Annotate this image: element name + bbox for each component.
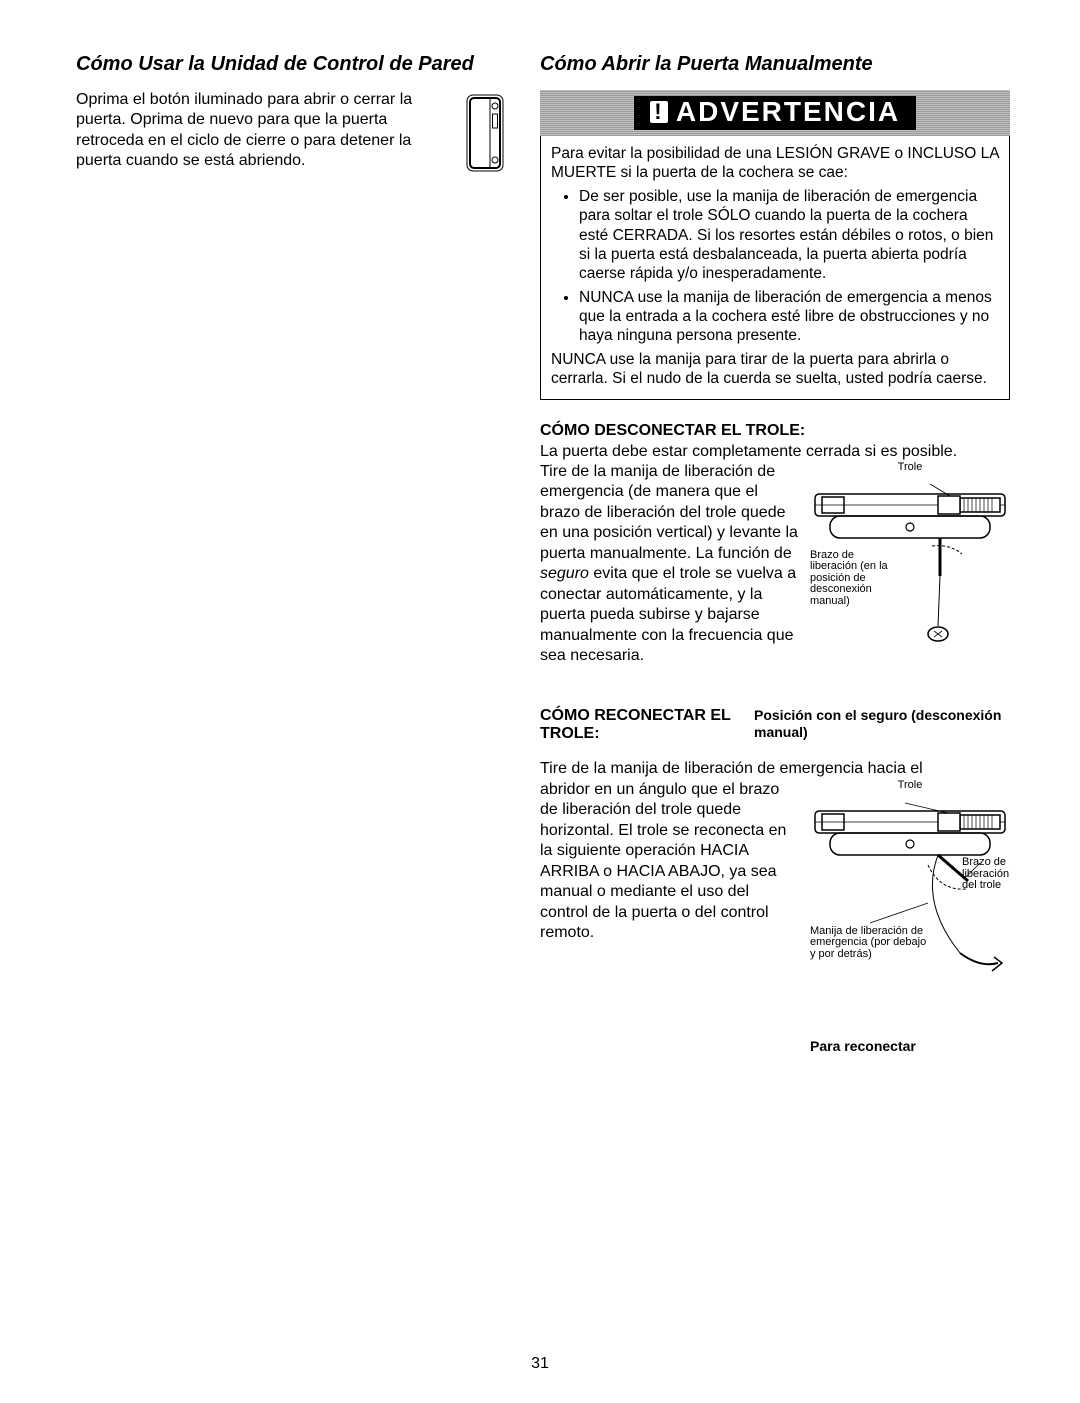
warning-label: ! ADVERTENCIA xyxy=(634,96,916,130)
left-column: Cómo Usar la Unidad de Control de Pared … xyxy=(76,52,506,1068)
left-heading: Cómo Usar la Unidad de Control de Pared xyxy=(76,52,506,76)
disconnect-diagram: Trole xyxy=(810,462,1010,703)
warning-bang-icon: ! xyxy=(650,101,668,123)
disconnect-line1: La puerta debe estar completamente cerra… xyxy=(540,442,1010,462)
disconnect-section: CÓMO DESCONECTAR EL TROLE: La puerta deb… xyxy=(540,422,1010,746)
diag2-trole-label: Trole xyxy=(810,780,1010,792)
wall-control-icon xyxy=(464,92,506,174)
reconnect-row: abridor en un ángulo que el brazo de lib… xyxy=(540,780,1010,1054)
warning-box: Para evitar la posibilidad de una LESIÓN… xyxy=(540,136,1010,400)
page-number: 31 xyxy=(0,1355,1080,1373)
reconnect-heading: CÓMO RECONECTAR EL TROLE: xyxy=(540,707,740,743)
warning-outro: NUNCA use la manija para tirar de la pue… xyxy=(551,350,999,389)
reconnect-line1: Tire de la manija de liberación de emerg… xyxy=(540,759,1010,779)
reconnect-body: abridor en un ángulo que el brazo de lib… xyxy=(540,780,798,944)
diag1-caption: Posición con el seguro (desconexión manu… xyxy=(754,707,1010,741)
left-body-wrap: Oprima el botón iluminado para abrir o c… xyxy=(76,90,506,174)
reconnect-diagram: Trole xyxy=(810,780,1010,1054)
warning-label-text: ADVERTENCIA xyxy=(676,96,900,128)
right-column: Cómo Abrir la Puerta Manualmente ! ADVER… xyxy=(540,52,1010,1068)
disconnect-heading: CÓMO DESCONECTAR EL TROLE: xyxy=(540,422,1010,440)
warning-banner: ! ADVERTENCIA xyxy=(540,90,1010,136)
warning-list: De ser posible, use la manija de liberac… xyxy=(557,187,999,346)
disconnect-row: Tire de la manija de liberación de emerg… xyxy=(540,462,1010,703)
diag1-trole-label: Trole xyxy=(810,462,1010,474)
diag2-manija-label: Manija de liberación de emergencia (por … xyxy=(810,926,930,961)
disconnect-body-part1: Tire de la manija de liberación de emerg… xyxy=(540,463,798,562)
diag1-brazo-label: Brazo de liberación (en la posición de d… xyxy=(810,550,890,608)
reconnect-section: Tire de la manija de liberación de emerg… xyxy=(540,759,1010,1054)
diag2-brazo-label: Brazo de liberación del trole xyxy=(962,857,1010,892)
warning-intro: Para evitar la posibilidad de una LESIÓN… xyxy=(551,144,999,183)
right-heading: Cómo Abrir la Puerta Manualmente xyxy=(540,52,1010,76)
left-body-text: Oprima el botón iluminado para abrir o c… xyxy=(76,90,454,174)
warning-bullet: NUNCA use la manija de liberación de eme… xyxy=(579,288,999,346)
reconnect-head-row: CÓMO RECONECTAR EL TROLE: Posición con e… xyxy=(540,707,1010,745)
warning-bullet: De ser posible, use la manija de liberac… xyxy=(579,187,999,284)
document-page: Cómo Usar la Unidad de Control de Pared … xyxy=(0,0,1080,1098)
diag2-caption: Para reconectar xyxy=(810,1039,1010,1054)
disconnect-seguro: seguro xyxy=(540,565,589,582)
disconnect-body: Tire de la manija de liberación de emerg… xyxy=(540,462,798,667)
